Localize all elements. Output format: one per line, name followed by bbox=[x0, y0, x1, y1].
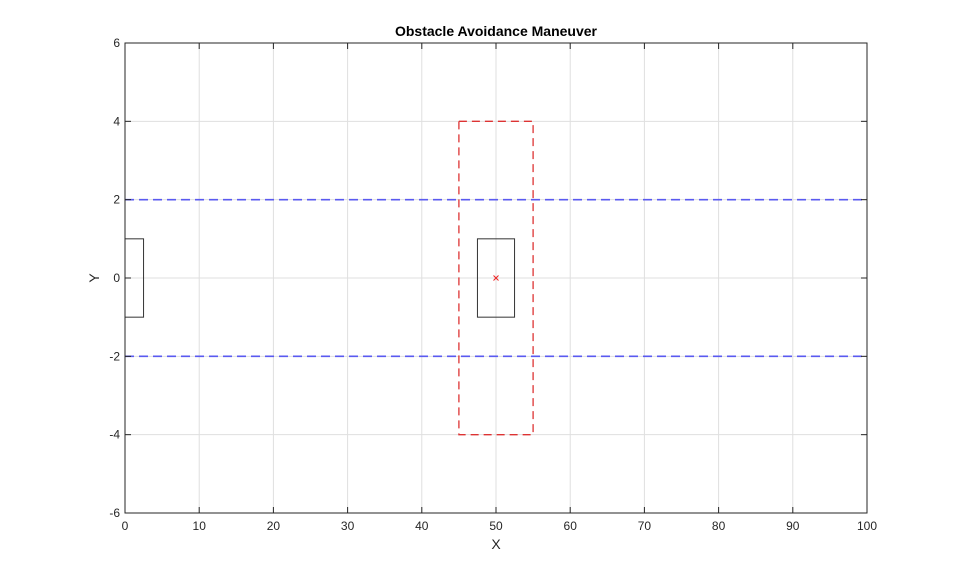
axes: 0 10 20 30 40 50 60 70 80 90 100 -6 -4 -2 0 2 4 6 bbox=[109, 36, 877, 533]
safety-zone bbox=[458, 120, 534, 436]
y-tick-label--4: -4 bbox=[109, 428, 120, 442]
ego-vehicle-outline bbox=[125, 238, 145, 318]
x-tick-label-60: 60 bbox=[564, 519, 578, 533]
y-tick-label-6: 6 bbox=[113, 36, 120, 50]
y-tick-label-4: 4 bbox=[113, 114, 120, 128]
y-tick-label-2: 2 bbox=[113, 193, 120, 207]
x-tick-label-100: 100 bbox=[857, 519, 877, 533]
x-tick-label-10: 10 bbox=[193, 519, 207, 533]
x-tick-label-50: 50 bbox=[489, 519, 503, 533]
obstacle-marker-b bbox=[493, 275, 499, 281]
y-axis-label: Y bbox=[86, 273, 102, 283]
y-tick-label-0: 0 bbox=[113, 271, 120, 285]
obstacle-outline bbox=[476, 238, 516, 318]
x-tick-label-30: 30 bbox=[341, 519, 355, 533]
obstacle-marker bbox=[493, 275, 499, 281]
plot-data bbox=[125, 120, 867, 436]
x-tick-label-20: 20 bbox=[267, 519, 281, 533]
chart-title: Obstacle Avoidance Maneuver bbox=[395, 23, 598, 39]
x-axis-label: X bbox=[491, 536, 501, 552]
y-tick-label--6: -6 bbox=[109, 506, 120, 520]
y-tick-label--2: -2 bbox=[109, 349, 120, 363]
x-tick-label-40: 40 bbox=[415, 519, 429, 533]
x-tick-label-80: 80 bbox=[712, 519, 726, 533]
x-tick-label-70: 70 bbox=[638, 519, 652, 533]
x-tick-label-0: 0 bbox=[122, 519, 129, 533]
x-tick-label-90: 90 bbox=[786, 519, 800, 533]
